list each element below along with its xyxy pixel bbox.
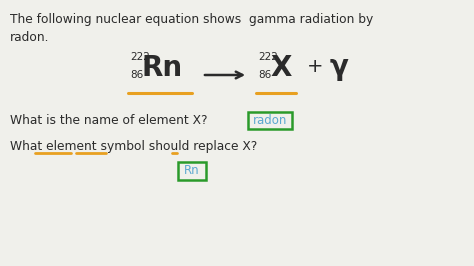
Text: γ: γ [330,53,349,81]
Text: radon: radon [253,114,287,127]
Text: What is the name of element X?: What is the name of element X? [10,114,208,127]
Text: Rn: Rn [142,54,183,82]
Text: +: + [307,57,323,76]
Bar [248,112,292,129]
Text: 222: 222 [258,52,278,62]
Bar [178,162,206,180]
Text: The following nuclear equation shows  gamma radiation by: The following nuclear equation shows gam… [10,13,373,26]
Text: 86: 86 [130,70,143,80]
Text: What element symbol should replace X?: What element symbol should replace X? [10,140,257,153]
Text: Rn: Rn [184,164,200,177]
Text: X: X [270,54,292,82]
Text: 222: 222 [130,52,150,62]
Text: 86: 86 [258,70,271,80]
Text: radon.: radon. [10,31,49,44]
